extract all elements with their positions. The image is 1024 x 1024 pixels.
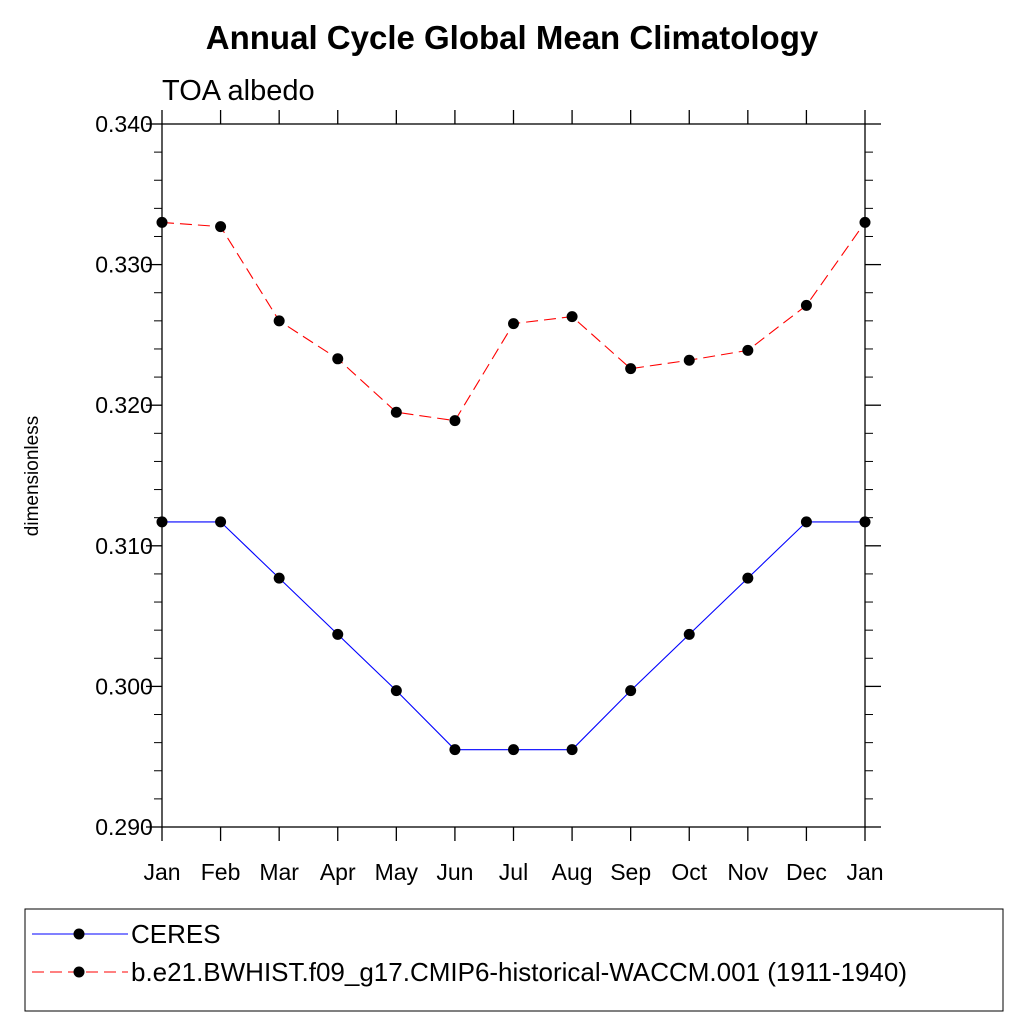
data-point (508, 744, 519, 756)
x-tick-label: Jan (846, 859, 883, 885)
chart-title: Annual Cycle Global Mean Climatology (206, 19, 819, 56)
data-point (742, 344, 754, 356)
data-point (273, 315, 285, 327)
data-point (859, 216, 871, 228)
data-point (332, 628, 344, 640)
y-tick-label: 0.330 (95, 252, 153, 278)
x-tick-label: Jul (499, 859, 528, 885)
y-tick-label: 0.320 (95, 392, 153, 418)
legend-marker (73, 966, 85, 978)
data-point (390, 406, 402, 418)
data-point (683, 354, 695, 366)
data-point (566, 744, 578, 756)
x-tick-label: Dec (786, 859, 827, 885)
y-tick-label: 0.310 (95, 533, 153, 559)
x-tick-label: Nov (727, 859, 768, 885)
data-point (390, 685, 402, 697)
x-tick-label: Aug (552, 859, 593, 885)
series-layer (156, 216, 871, 756)
data-point (449, 744, 461, 756)
x-tick-label: Jun (436, 859, 473, 885)
y-tick-label: 0.340 (95, 111, 153, 137)
x-tick-label: Jan (143, 859, 180, 885)
data-point (742, 572, 754, 584)
data-point (625, 363, 637, 375)
axis-ticks (146, 110, 881, 841)
x-tick-label: May (375, 859, 419, 885)
x-tick-label: Apr (320, 859, 356, 885)
y-axis-label: dimensionless (22, 416, 43, 536)
series-line (162, 521, 865, 751)
x-tick-label: Mar (259, 859, 299, 885)
data-point (683, 628, 695, 640)
data-point (332, 353, 344, 365)
data-point (449, 415, 461, 427)
y-tick-label: 0.300 (95, 673, 153, 699)
data-point (508, 318, 519, 330)
y-tick-label: 0.290 (95, 814, 153, 840)
legend-label: b.e21.BWHIST.f09_g17.CMIP6-historical-WA… (131, 957, 907, 987)
tick-labels: 0.290 0.300 0.310 0.320 0.330 0.340 Jan Feb Mar A… (95, 111, 883, 885)
x-tick-label: Sep (610, 859, 651, 885)
legend: CERES b.e21.BWHIST.f09_g17.CMIP6-historic… (32, 919, 907, 987)
data-point (859, 516, 871, 528)
data-point (156, 216, 168, 228)
data-point (215, 221, 227, 233)
legend-box (24, 908, 1004, 1012)
data-point (800, 516, 812, 528)
plot-frame (161, 123, 866, 828)
x-tick-label: Oct (671, 859, 707, 885)
data-point (625, 685, 637, 697)
data-point (215, 516, 227, 528)
legend-marker (73, 928, 85, 940)
data-point (800, 299, 812, 311)
chart-subtitle: TOA albedo (162, 75, 315, 107)
legend-label: CERES (131, 919, 221, 949)
data-point (566, 311, 578, 323)
x-tick-label: Feb (201, 859, 241, 885)
data-point (273, 572, 285, 584)
data-point (156, 516, 168, 528)
